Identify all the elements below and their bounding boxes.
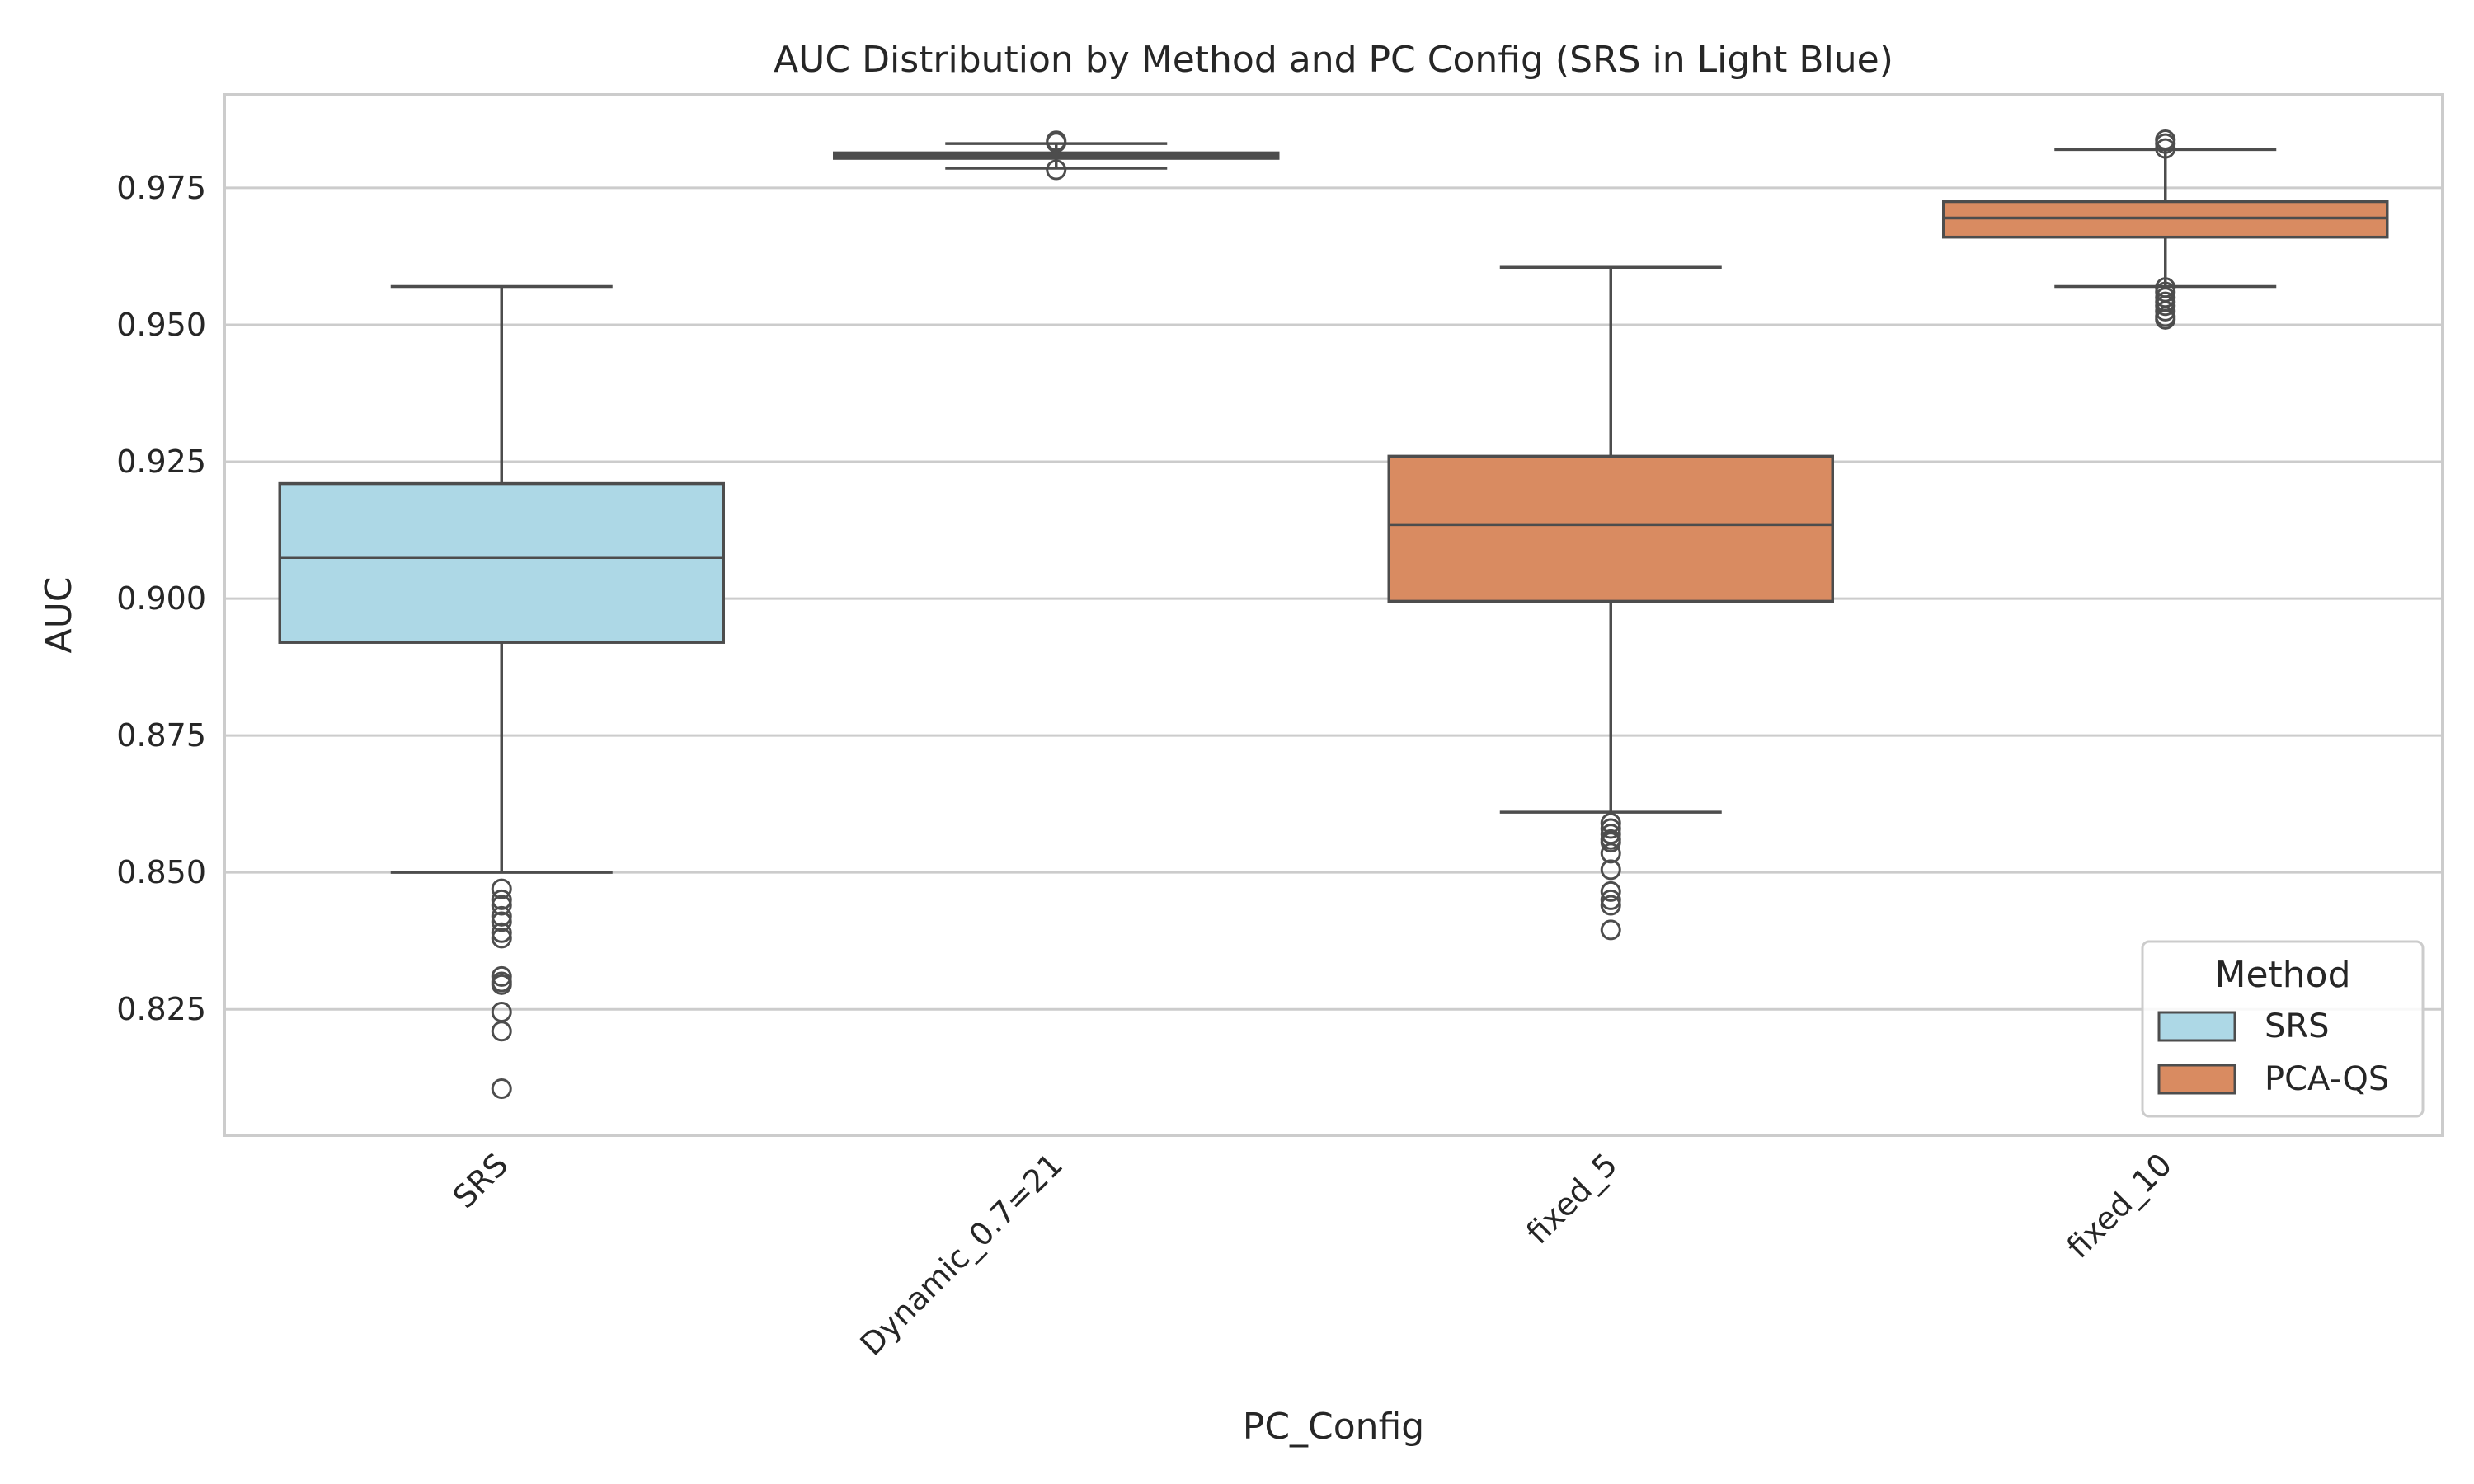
legend-label-PCA-QS: PCA-QS [2265,1060,2389,1098]
plot-frame [223,93,2444,1137]
y-axis-title: AUC [38,576,80,653]
outlier-point [1046,159,1067,181]
outlier-point [2155,133,2176,154]
legend-title: Method [2214,954,2350,996]
outlier-point [491,922,512,943]
y-tick-label: 0.850 [116,854,206,890]
outlier-point [491,928,512,949]
box-fixed_10 [1942,129,2389,330]
y-tick-label: 0.875 [116,717,206,754]
iqr-box [1387,454,1834,603]
outlier-point [1600,919,1621,941]
outlier-point [1600,881,1621,902]
outlier-point [1046,132,1067,153]
outlier-point [2155,300,2176,322]
outlier-point [1600,859,1621,881]
outlier-point [2155,295,2176,317]
outlier-point [491,878,512,899]
outlier-point [491,974,512,995]
legend-swatch-PCA-QS [2157,1064,2236,1095]
iqr-box [278,481,725,644]
outlier-point [2155,138,2176,159]
outlier-point [491,965,512,987]
outlier-point [2155,308,2176,330]
outlier-point [1600,889,1621,910]
y-tick-label: 0.950 [116,307,206,343]
y-tick-label: 0.925 [116,444,206,480]
outlier-point [1600,843,1621,864]
outlier-point [1600,895,1621,916]
legend-swatch-SRS [2157,1011,2236,1042]
y-tick-label: 0.900 [116,580,206,617]
box-SRS [278,284,725,1100]
legend: Method SRS PCA-QS [2141,940,2425,1118]
outlier-point [1600,832,1621,853]
outlier-point [1600,818,1621,839]
box-fixed_5 [1387,265,1834,941]
outlier-point [491,889,512,910]
y-tick-labels: 0.825 0.850 0.875 0.900 0.925 0.950 0.975 [116,170,206,1027]
boxes-layer [278,129,2389,1100]
outlier-point [491,911,512,932]
outlier-point [491,895,512,916]
box-Dynamic_0.7=21 [833,130,1280,181]
legend-label-SRS: SRS [2265,1007,2330,1045]
chart-title: AUC Distribution by Method and PC Config… [774,39,1893,81]
y-tick-label: 0.975 [116,170,206,206]
outlier-point [491,1021,512,1042]
outlier-point [491,1078,512,1100]
x-axis-title: PC_Config [1243,1406,1424,1448]
outlier-point [491,905,512,927]
y-tick-label: 0.825 [116,991,206,1027]
